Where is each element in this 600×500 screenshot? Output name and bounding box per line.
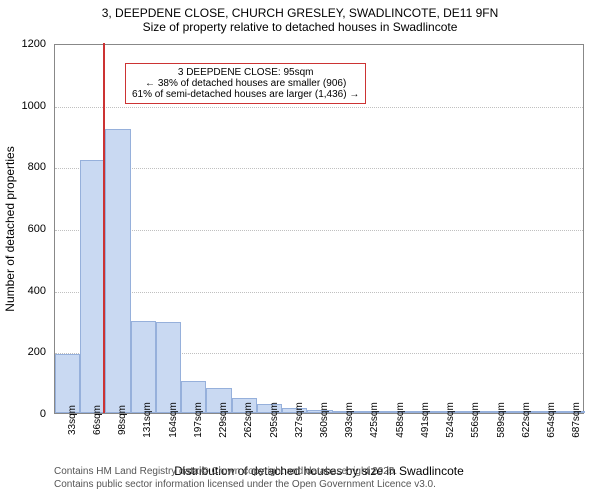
x-tick-label: 197sqm — [193, 402, 204, 438]
x-tick-label: 589sqm — [496, 402, 507, 438]
callout-line2: ← 38% of detached houses are smaller (90… — [132, 78, 359, 89]
x-tick-label: 295sqm — [269, 402, 280, 438]
y-tick-label: 0 — [6, 408, 46, 420]
y-tick-label: 600 — [6, 223, 46, 235]
y-tick-label: 1200 — [6, 38, 46, 50]
x-tick-label: 654sqm — [546, 402, 557, 438]
x-tick-label: 66sqm — [92, 405, 103, 435]
x-tick-label: 622sqm — [521, 402, 532, 438]
marker-line — [103, 43, 105, 413]
callout-line3: 61% of semi-detached houses are larger (… — [132, 89, 359, 100]
x-tick-label: 131sqm — [142, 402, 153, 438]
y-tick-label: 400 — [6, 285, 46, 297]
chart-container: Number of detached properties 3 DEEPDENE… — [54, 44, 584, 414]
callout-line1: 3 DEEPDENE CLOSE: 95sqm — [132, 67, 359, 78]
x-tick-label: 556sqm — [470, 402, 481, 438]
y-tick-label: 200 — [6, 346, 46, 358]
x-tick-label: 360sqm — [319, 402, 330, 438]
bar — [105, 129, 130, 413]
bar — [131, 321, 156, 414]
x-tick-label: 327sqm — [294, 402, 305, 438]
y-tick-label: 800 — [6, 161, 46, 173]
title-subtitle: Size of property relative to detached ho… — [0, 20, 600, 38]
x-tick-label: 229sqm — [218, 402, 229, 438]
x-tick-label: 164sqm — [168, 402, 179, 438]
x-tick-label: 687sqm — [571, 402, 582, 438]
title-address: 3, DEEPDENE CLOSE, CHURCH GRESLEY, SWADL… — [0, 0, 600, 20]
footer-line2: Contains public sector information licen… — [54, 479, 436, 490]
x-tick-label: 524sqm — [445, 402, 456, 438]
x-tick-label: 425sqm — [369, 402, 380, 438]
x-tick-label: 491sqm — [420, 402, 431, 438]
y-tick-label: 1000 — [6, 100, 46, 112]
x-tick-label: 262sqm — [243, 402, 254, 438]
x-tick-label: 458sqm — [395, 402, 406, 438]
bar — [156, 322, 181, 413]
x-tick-label: 393sqm — [344, 402, 355, 438]
callout-box: 3 DEEPDENE CLOSE: 95sqm ← 38% of detache… — [125, 63, 366, 104]
plot-area: 3 DEEPDENE CLOSE: 95sqm ← 38% of detache… — [54, 44, 584, 414]
x-tick-label: 33sqm — [67, 405, 78, 435]
footer-line1: Contains HM Land Registry data © Crown c… — [54, 466, 397, 477]
x-tick-label: 98sqm — [117, 405, 128, 435]
bar — [80, 160, 105, 413]
